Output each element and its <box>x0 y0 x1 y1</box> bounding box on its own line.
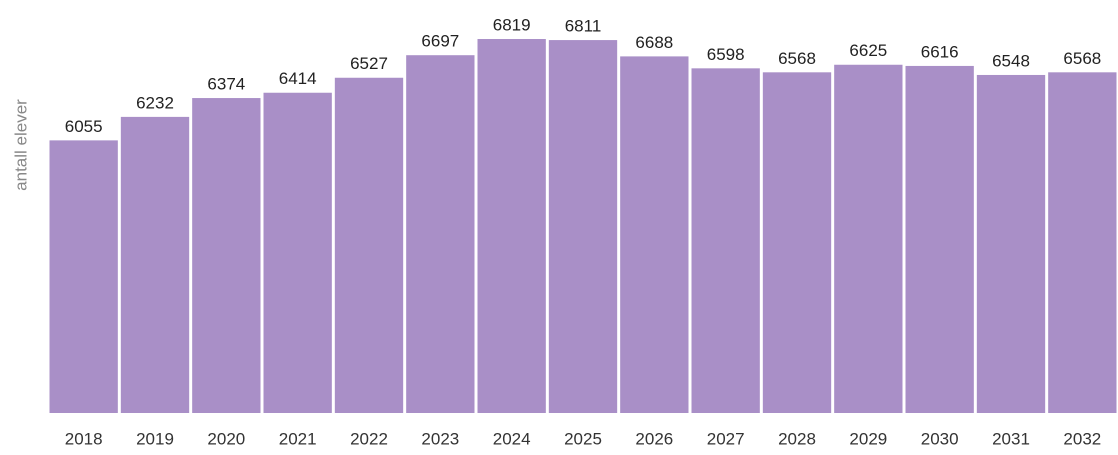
x-tick-label: 2023 <box>421 429 459 448</box>
data-label: 6811 <box>565 17 602 36</box>
bar <box>406 55 475 413</box>
data-label: 6232 <box>136 93 174 112</box>
bar <box>834 64 903 413</box>
bar <box>1048 72 1117 413</box>
data-label: 6568 <box>778 49 816 68</box>
bar <box>192 98 261 414</box>
data-label: 6598 <box>707 45 745 64</box>
data-label: 6568 <box>1063 49 1101 68</box>
x-tick-label: 2020 <box>207 429 245 448</box>
bar <box>334 77 404 413</box>
x-tick-label: 2027 <box>707 429 745 448</box>
y-axis-label: antall elever <box>11 99 30 191</box>
x-tick-label: 2019 <box>136 429 174 448</box>
data-label: 6374 <box>207 75 245 94</box>
bar <box>976 74 1046 413</box>
x-tick-label: 2030 <box>921 429 959 448</box>
x-tick-label: 2029 <box>849 429 887 448</box>
x-tick-label: 2032 <box>1063 429 1101 448</box>
bar <box>691 68 760 413</box>
x-tick-label: 2018 <box>65 429 103 448</box>
data-label: 6819 <box>493 15 531 34</box>
data-label: 6688 <box>635 33 673 52</box>
data-label: 6697 <box>421 32 459 51</box>
data-label: 6414 <box>279 69 317 88</box>
bar <box>905 65 974 413</box>
x-tick-label: 2026 <box>635 429 673 448</box>
bar <box>548 40 618 413</box>
bar <box>762 72 832 413</box>
x-tick-label: 2031 <box>992 429 1030 448</box>
data-label: 6055 <box>65 117 103 136</box>
bar <box>49 140 118 413</box>
x-tick-label: 2024 <box>493 429 531 448</box>
x-tick-label: 2021 <box>279 429 317 448</box>
bar <box>120 116 190 413</box>
x-tick-label: 2022 <box>350 429 388 448</box>
bar <box>263 92 332 413</box>
x-tick-label: 2025 <box>564 429 602 448</box>
data-label: 6616 <box>921 42 959 61</box>
data-label: 6548 <box>992 51 1030 70</box>
data-label: 6625 <box>849 41 887 60</box>
bar <box>477 39 546 413</box>
x-tick-label: 2028 <box>778 429 816 448</box>
data-label: 6527 <box>350 54 388 73</box>
bar <box>620 56 689 413</box>
